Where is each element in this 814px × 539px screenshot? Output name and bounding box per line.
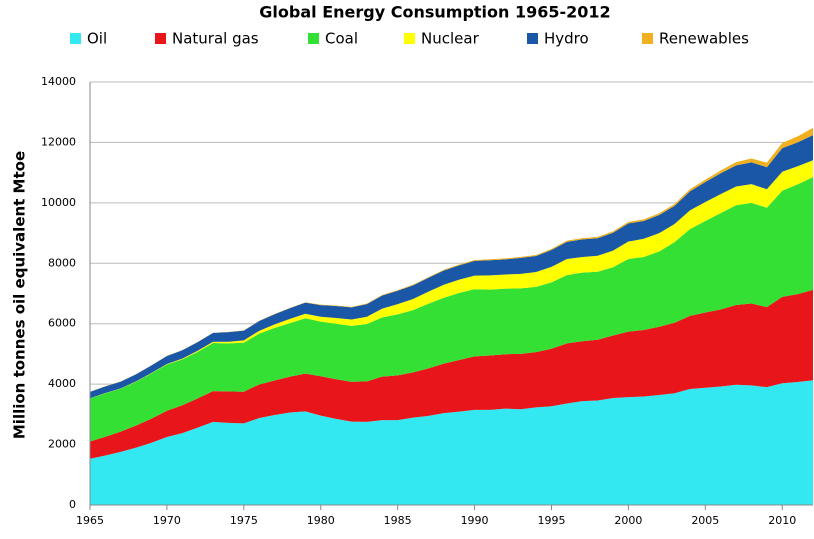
y-axis-label: Million tonnes oil equivalent Mtoe bbox=[11, 151, 29, 439]
area bbox=[90, 289, 813, 459]
y-tick-label: 12000 bbox=[41, 135, 76, 148]
legend-label: Natural gas bbox=[172, 30, 259, 48]
legend-swatch bbox=[70, 33, 81, 44]
legend-label: Renewables bbox=[659, 30, 749, 48]
legend-label: Coal bbox=[325, 30, 358, 48]
y-tick-label: 2000 bbox=[48, 438, 76, 451]
area bbox=[90, 177, 813, 442]
legend-swatch bbox=[404, 33, 415, 44]
y-tick-label: 0 bbox=[69, 498, 76, 511]
x-tick-label: 1970 bbox=[153, 514, 181, 527]
x-tick-label: 1975 bbox=[230, 514, 258, 527]
x-tick-label: 1990 bbox=[461, 514, 489, 527]
legend-swatch bbox=[308, 33, 319, 44]
y-tick-label: 10000 bbox=[41, 196, 76, 209]
legend-swatch bbox=[527, 33, 538, 44]
legend-swatch bbox=[642, 33, 653, 44]
x-tick-label: 2000 bbox=[614, 514, 642, 527]
x-tick-label: 2005 bbox=[691, 514, 719, 527]
x-tick-label: 1965 bbox=[76, 514, 104, 527]
legend-swatch bbox=[155, 33, 166, 44]
x-tick-label: 2010 bbox=[768, 514, 796, 527]
y-tick-label: 8000 bbox=[48, 256, 76, 269]
x-tick-label: 1985 bbox=[384, 514, 412, 527]
y-tick-label: 14000 bbox=[41, 75, 76, 88]
legend-label: Nuclear bbox=[421, 30, 480, 48]
x-tick-label: 1995 bbox=[537, 514, 565, 527]
area bbox=[90, 380, 813, 505]
x-tick-label: 1980 bbox=[307, 514, 335, 527]
legend-label: Hydro bbox=[544, 30, 589, 48]
chart-title: Global Energy Consumption 1965-2012 bbox=[259, 3, 610, 22]
legend-label: Oil bbox=[87, 30, 107, 48]
y-tick-label: 4000 bbox=[48, 377, 76, 390]
y-tick-label: 6000 bbox=[48, 317, 76, 330]
